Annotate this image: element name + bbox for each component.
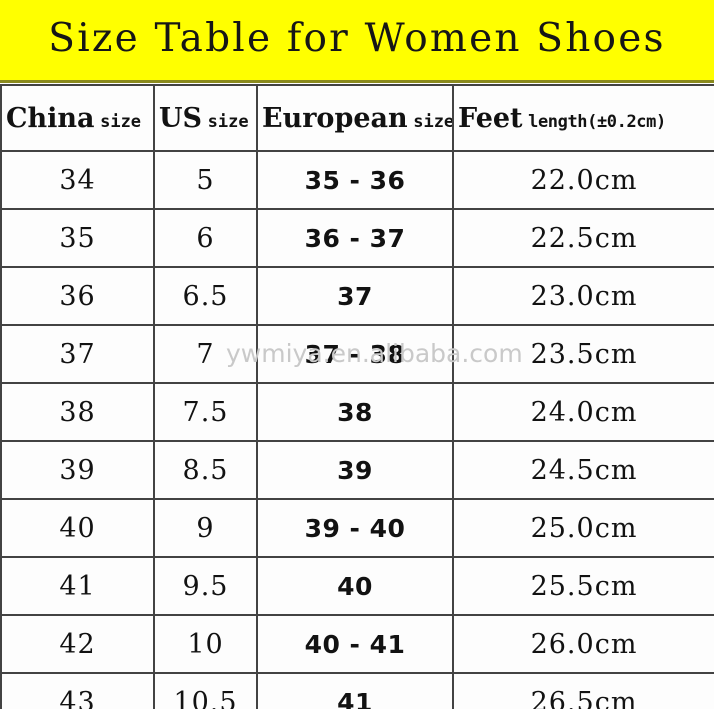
cell-china-size: 42: [0, 614, 155, 674]
cell-china-size: 39: [0, 440, 155, 500]
table-row: 35 6 36 - 37 22.5cm: [0, 208, 714, 268]
table-row: 39 8.5 39 24.5cm: [0, 440, 714, 500]
cell-feet-length: 22.5cm: [452, 208, 714, 268]
cell-china-size: 35: [0, 208, 155, 268]
table-row: 43 10.5 41 26.5cm: [0, 672, 714, 709]
cell-feet-length: 26.0cm: [452, 614, 714, 674]
cell-china-size: 38: [0, 382, 155, 442]
column-header-us-main: US: [159, 102, 203, 134]
cell-european-size: 40 - 41: [256, 614, 454, 674]
cell-feet-length: 26.5cm: [452, 672, 714, 709]
cell-us-size: 10: [153, 614, 258, 674]
table-header-row: China size US size European size Feet le…: [0, 84, 714, 152]
cell-european-size: 38: [256, 382, 454, 442]
column-header-china-size: China size: [0, 84, 155, 152]
column-header-european-size: European size: [256, 84, 454, 152]
cell-european-size: 39 - 40: [256, 498, 454, 558]
cell-china-size: 43: [0, 672, 155, 709]
table-row: 40 9 39 - 40 25.0cm: [0, 498, 714, 558]
cell-us-size: 6: [153, 208, 258, 268]
column-header-feet-main: Feet: [458, 102, 523, 134]
cell-european-size: 36 - 37: [256, 208, 454, 268]
cell-us-size: 10.5: [153, 672, 258, 709]
cell-european-size: 39: [256, 440, 454, 500]
cell-us-size: 7: [153, 324, 258, 384]
cell-us-size: 9.5: [153, 556, 258, 616]
cell-european-size: 37: [256, 266, 454, 326]
column-header-us-sub: size: [207, 111, 249, 132]
table-row: 38 7.5 38 24.0cm: [0, 382, 714, 442]
column-header-us-size: US size: [153, 84, 258, 152]
size-table: China size US size European size Feet le…: [0, 84, 714, 709]
title-banner: Size Table for Women Shoes: [0, 0, 714, 83]
cell-us-size: 6.5: [153, 266, 258, 326]
table-body: 34 5 35 - 36 22.0cm 35 6 36 - 37 22.5cm 36 6.5 37 2…: [0, 150, 714, 709]
cell-feet-length: 24.5cm: [452, 440, 714, 500]
cell-us-size: 8.5: [153, 440, 258, 500]
column-header-feet-sub: length(±0.2cm): [528, 111, 666, 132]
cell-feet-length: 23.5cm: [452, 324, 714, 384]
column-header-china-sub: size: [100, 111, 142, 132]
cell-us-size: 7.5: [153, 382, 258, 442]
cell-us-size: 9: [153, 498, 258, 558]
cell-us-size: 5: [153, 150, 258, 210]
cell-china-size: 40: [0, 498, 155, 558]
cell-china-size: 37: [0, 324, 155, 384]
cell-china-size: 34: [0, 150, 155, 210]
column-header-european-sub: size: [413, 111, 453, 132]
cell-european-size: 37 - 38: [256, 324, 454, 384]
cell-china-size: 41: [0, 556, 155, 616]
cell-feet-length: 23.0cm: [452, 266, 714, 326]
table-row: 37 7 37 - 38 23.5cm: [0, 324, 714, 384]
table-row: 42 10 40 - 41 26.0cm: [0, 614, 714, 674]
cell-china-size: 36: [0, 266, 155, 326]
table-row: 34 5 35 - 36 22.0cm: [0, 150, 714, 210]
table-row: 41 9.5 40 25.5cm: [0, 556, 714, 616]
column-header-china-main: China: [6, 102, 95, 134]
cell-european-size: 40: [256, 556, 454, 616]
cell-feet-length: 25.5cm: [452, 556, 714, 616]
cell-european-size: 35 - 36: [256, 150, 454, 210]
column-header-european-main: European: [262, 102, 408, 134]
page-title: Size Table for Women Shoes: [48, 15, 666, 61]
cell-feet-length: 25.0cm: [452, 498, 714, 558]
cell-european-size: 41: [256, 672, 454, 709]
cell-feet-length: 24.0cm: [452, 382, 714, 442]
column-header-feet-length: Feet length(±0.2cm): [452, 84, 714, 152]
table-row: 36 6.5 37 23.0cm: [0, 266, 714, 326]
cell-feet-length: 22.0cm: [452, 150, 714, 210]
